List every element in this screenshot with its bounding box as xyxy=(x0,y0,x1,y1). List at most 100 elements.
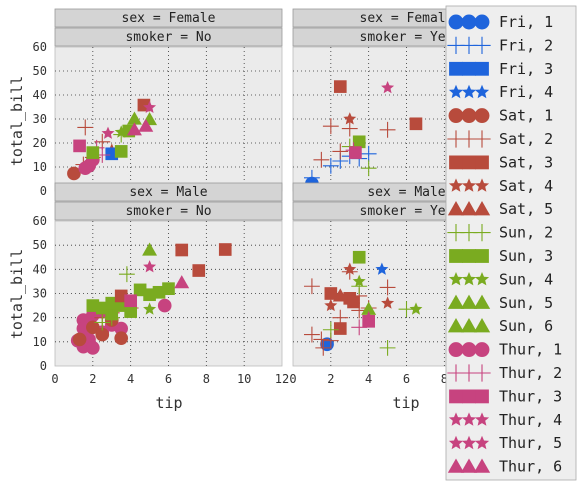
legend-marker xyxy=(461,412,477,426)
data-point-fri-2 xyxy=(360,145,377,162)
legend-marker xyxy=(473,130,491,148)
legend-item-thur-2: Thur, 2 xyxy=(447,364,562,382)
y-tick-label: 60 xyxy=(33,40,47,54)
data-point-thur-2 xyxy=(351,319,368,336)
data-point-sun-3 xyxy=(124,305,137,318)
legend-marker xyxy=(460,294,478,309)
data-point-sat-1 xyxy=(72,332,87,347)
legend-marker xyxy=(462,389,476,404)
facet-row-label: sex = Female xyxy=(122,11,216,26)
legend-marker xyxy=(448,178,464,192)
legend-marker xyxy=(448,412,464,426)
y-tick-label: 40 xyxy=(33,262,47,276)
x-axis-label-right: tip xyxy=(392,394,419,412)
legend-marker xyxy=(447,318,465,333)
x-tick-label: 4 xyxy=(365,372,372,386)
legend-label: Thur, 1 xyxy=(499,341,562,359)
y-tick-label: 40 xyxy=(33,88,47,102)
legend-label: Sun, 2 xyxy=(499,224,553,242)
y-tick-label: 20 xyxy=(33,136,47,150)
data-point-sat-3 xyxy=(192,264,206,277)
legend-marker xyxy=(461,108,477,124)
data-point-thur-4 xyxy=(381,81,395,94)
facet-row-label: sex = Male xyxy=(367,185,445,200)
legend-marker xyxy=(473,36,491,55)
legend-marker xyxy=(448,342,464,358)
legend-label: Sat, 4 xyxy=(499,177,553,195)
legend-label: Fri, 4 xyxy=(499,83,553,101)
y-tick-label: 0 xyxy=(40,359,47,373)
x-tick-label: 0 xyxy=(51,372,58,386)
legend-marker xyxy=(461,84,477,99)
data-point-sun-4 xyxy=(352,274,366,287)
data-point-sat-3 xyxy=(333,80,347,93)
legend-marker xyxy=(474,84,490,99)
data-point-thur-4 xyxy=(143,260,157,273)
data-point-sun-4 xyxy=(143,302,157,315)
legend-marker xyxy=(475,61,489,76)
legend-marker xyxy=(462,249,476,263)
data-point-sat-2 xyxy=(315,339,332,356)
data-point-sat-5 xyxy=(332,288,348,302)
legend-marker xyxy=(474,412,490,426)
x-tick-label: 4 xyxy=(127,372,134,386)
legend-marker xyxy=(460,201,478,216)
legend-marker xyxy=(449,155,463,170)
data-point-sat-1 xyxy=(114,331,129,346)
x-tick-label: 2 xyxy=(327,372,334,386)
legend-marker xyxy=(461,14,477,30)
legend-marker xyxy=(461,342,477,358)
data-point-thur-6 xyxy=(138,118,154,132)
data-point-thur-4 xyxy=(101,126,115,139)
legend-marker xyxy=(473,458,491,473)
data-point-sat-4 xyxy=(324,298,338,312)
legend-marker xyxy=(447,201,465,216)
legend-label: Sat, 2 xyxy=(499,130,553,148)
data-point-sat-3 xyxy=(333,322,347,335)
x-tick-label: 8 xyxy=(441,372,448,386)
legend-marker xyxy=(461,435,477,450)
data-point-thur-6 xyxy=(174,275,190,289)
data-points xyxy=(303,250,423,356)
y-axis-label-bottom: total_bill xyxy=(8,249,26,339)
x-tick-label: 6 xyxy=(165,372,172,386)
legend-marker xyxy=(473,318,491,333)
data-point-sat-3 xyxy=(409,117,423,131)
legend-label: Sun, 4 xyxy=(499,270,553,288)
legend-item-sat-4: Sat, 4 xyxy=(448,177,553,195)
legend-item-thur-3: Thur, 3 xyxy=(449,387,562,405)
data-point-sun-4 xyxy=(409,302,423,315)
data-point-thur-3 xyxy=(349,146,362,159)
facet-col-strip xyxy=(54,27,283,47)
legend-item-thur-5: Thur, 5 xyxy=(448,434,562,452)
data-points xyxy=(67,98,158,181)
x-tick-label: 12 xyxy=(275,372,289,386)
legend-label: Thur, 6 xyxy=(499,458,562,476)
data-point-fri-4 xyxy=(375,262,389,275)
data-point-thur-6 xyxy=(126,122,142,136)
legend-marker xyxy=(474,108,490,124)
data-point-sun-2 xyxy=(94,314,111,331)
legend-marker xyxy=(462,155,476,170)
facet-row-strip xyxy=(54,182,283,202)
legend-marker xyxy=(474,435,490,450)
legend-marker xyxy=(473,201,491,216)
data-point-sat-4 xyxy=(343,262,357,275)
legend-item-sun-3: Sun, 3 xyxy=(449,247,553,265)
legend-marker xyxy=(474,342,490,358)
legend-marker xyxy=(475,249,489,263)
legend: Fri, 1 Fri, 2 Fri, 3 Fri, 4 Sat, 1 Sat, 2 Sat,… xyxy=(445,5,577,481)
legend-label: Fri, 2 xyxy=(499,36,553,54)
y-tick-label: 20 xyxy=(33,311,47,325)
facet-col-label: smoker = Yes xyxy=(360,30,454,45)
legend-item-sun-6: Sun, 6 xyxy=(447,317,553,335)
legend-item-sat-1: Sat, 1 xyxy=(448,107,553,125)
legend-marker xyxy=(475,389,489,404)
legend-marker xyxy=(449,389,463,404)
legend-marker xyxy=(448,435,464,450)
data-point-thur-3 xyxy=(124,294,137,308)
legend-label: Sun, 5 xyxy=(499,294,553,312)
data-point-sat-3 xyxy=(218,243,232,256)
x-tick-label: 8 xyxy=(203,372,210,386)
y-tick-label: 50 xyxy=(33,238,47,252)
